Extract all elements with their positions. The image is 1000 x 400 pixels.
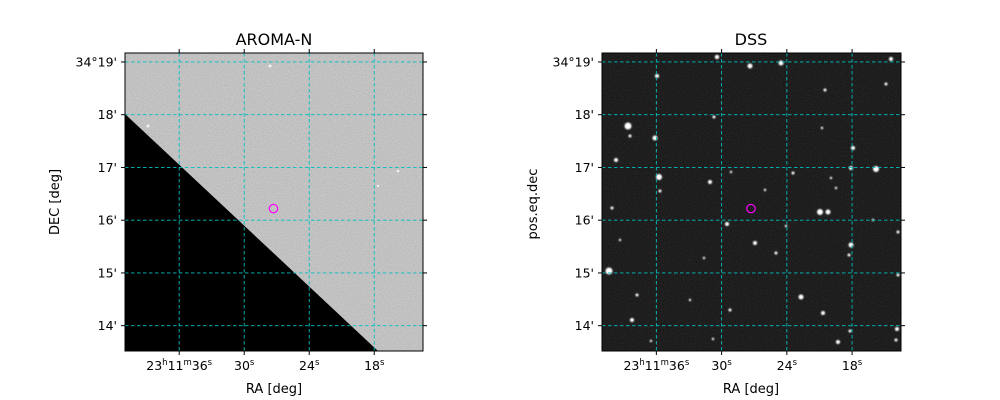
x-tick-label: 24s xyxy=(299,358,320,373)
aroma-ticks: 23h11m36s 30s 24s 18s 34°19' 18' 17' 16' 15' 14' xyxy=(76,49,427,373)
star xyxy=(894,338,898,342)
star-field xyxy=(605,54,900,344)
star xyxy=(618,238,622,242)
star xyxy=(774,251,778,255)
aroma-image xyxy=(125,53,423,351)
star xyxy=(836,340,840,344)
star xyxy=(729,170,733,174)
aroma-title: AROMA-N xyxy=(236,30,313,49)
y-tick-label: 15' xyxy=(575,265,594,280)
star xyxy=(655,74,659,78)
star xyxy=(712,115,716,119)
dss-grid xyxy=(602,53,901,351)
star xyxy=(628,134,632,138)
star xyxy=(714,54,720,60)
star xyxy=(605,267,613,275)
star xyxy=(702,256,706,260)
star xyxy=(630,318,634,322)
star xyxy=(658,189,662,193)
aroma-grid xyxy=(125,53,423,351)
x-tick-label: 18s xyxy=(364,358,385,373)
star xyxy=(763,188,767,192)
y-tick-label: 16' xyxy=(98,213,117,228)
star xyxy=(821,311,825,315)
star xyxy=(873,166,879,172)
y-tick-label: 15' xyxy=(98,265,117,280)
dss-image xyxy=(602,53,901,351)
y-tick-label: 34°19' xyxy=(76,54,118,69)
star xyxy=(798,294,804,300)
star xyxy=(784,224,788,228)
faint-source xyxy=(376,184,380,188)
star xyxy=(635,293,639,297)
star xyxy=(624,122,632,130)
star xyxy=(820,126,824,130)
star xyxy=(851,146,855,150)
dss-ylabel: pos.eq.dec xyxy=(526,169,541,240)
star xyxy=(825,209,831,215)
star xyxy=(889,57,893,61)
star xyxy=(753,241,757,245)
star xyxy=(656,174,662,180)
star xyxy=(848,329,852,333)
star xyxy=(847,253,851,257)
aroma-xlabel: RA [deg] xyxy=(246,382,302,397)
x-tick-label: 23h11m36s xyxy=(623,358,689,373)
y-tick-label: 17' xyxy=(575,160,594,175)
faint-source xyxy=(268,64,272,68)
y-tick-label: 14' xyxy=(575,318,594,333)
star xyxy=(747,63,753,69)
star xyxy=(688,298,692,302)
star xyxy=(614,158,618,162)
aroma-ylabel: DEC [deg] xyxy=(48,169,63,235)
y-tick-label: 14' xyxy=(98,318,117,333)
star xyxy=(896,273,900,277)
dss-title: DSS xyxy=(735,30,768,49)
x-tick-label: 23h11m36s xyxy=(146,358,212,373)
star xyxy=(728,308,732,312)
panel-dss: 23h11m36s 30s 24s 18s34°19'18'17'16'15'14' … xyxy=(526,30,905,397)
y-tick-label: 16' xyxy=(575,213,594,228)
star xyxy=(791,171,795,175)
y-tick-label: 18' xyxy=(98,107,117,122)
star xyxy=(823,88,827,92)
no-coverage-region xyxy=(125,114,378,351)
dss-xlabel: RA [deg] xyxy=(723,382,779,397)
star xyxy=(711,337,715,341)
star xyxy=(778,60,784,66)
star xyxy=(896,230,900,234)
target-marker xyxy=(268,203,279,214)
star xyxy=(834,186,838,190)
star xyxy=(895,327,899,331)
dss-axes-frame xyxy=(601,52,902,352)
star xyxy=(649,339,653,343)
star xyxy=(708,180,712,184)
faint-source xyxy=(146,124,150,128)
y-tick-label: 17' xyxy=(98,160,117,175)
x-tick-label: 30s xyxy=(234,358,255,373)
star xyxy=(817,209,823,215)
y-tick-label: 34°19' xyxy=(553,54,595,69)
dss-ticks: 23h11m36s 30s 24s 18s 34°19' 18' 17' 16' 15' 14' xyxy=(553,49,905,373)
star xyxy=(884,82,888,86)
star xyxy=(725,222,729,226)
star xyxy=(848,242,854,248)
aroma-axes-frame xyxy=(124,52,424,352)
x-tick-label: 30s xyxy=(711,358,732,373)
faint-source xyxy=(396,169,400,173)
star xyxy=(829,176,833,180)
x-tick-label: 24s xyxy=(777,358,798,373)
x-tick-label: 18s xyxy=(842,358,863,373)
target-marker xyxy=(746,203,756,214)
panel-aroma-n: 23h11m36s 30s 24s 18s34°19'18'17'16'15'14' … xyxy=(48,30,427,397)
star xyxy=(610,206,614,210)
y-tick-label: 18' xyxy=(575,107,594,122)
